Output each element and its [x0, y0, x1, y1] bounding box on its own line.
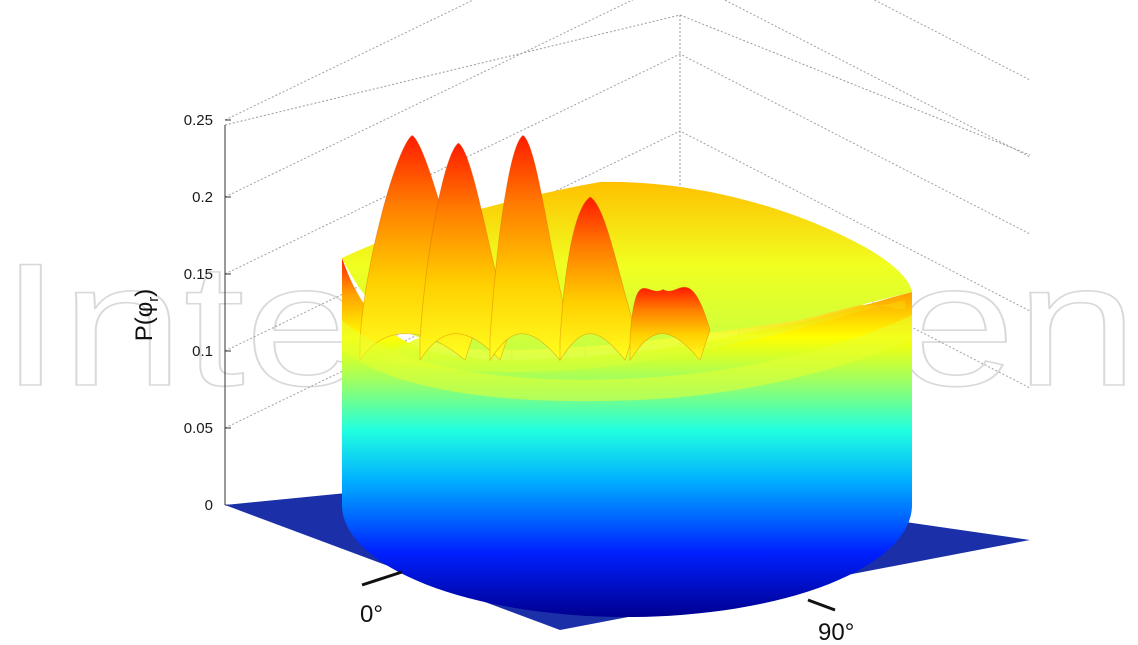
z-gridline [224, 0, 1031, 121]
z-tick-label: 0.25 [184, 112, 213, 129]
ridge-1 [419, 142, 511, 362]
ridge-4 [629, 286, 711, 362]
z-gridline [224, 0, 1031, 198]
z-tick-label: 0 [205, 497, 213, 514]
tick-0-deg [361, 570, 403, 587]
z-axis-label: P(φr) [131, 289, 162, 342]
angle-label-0: 0° [360, 601, 383, 628]
angle-label-90: 90° [818, 619, 854, 645]
cylinder-body [342, 258, 912, 617]
z-tick-label: 0.1 [192, 343, 213, 360]
z-tick-label: 0.2 [192, 189, 213, 206]
tick-90-deg [807, 598, 836, 612]
front-rim [342, 315, 912, 402]
ridges [359, 134, 711, 362]
ridge-2 [489, 134, 571, 362]
z-gridline [224, 53, 1031, 275]
z-tick-label: 0.15 [184, 266, 213, 283]
z-ticks: 0 0.05 0.1 0.15 0.2 0.25 [184, 112, 231, 514]
z-tick-label: 0.05 [184, 420, 213, 437]
ridge-3 [559, 196, 636, 362]
